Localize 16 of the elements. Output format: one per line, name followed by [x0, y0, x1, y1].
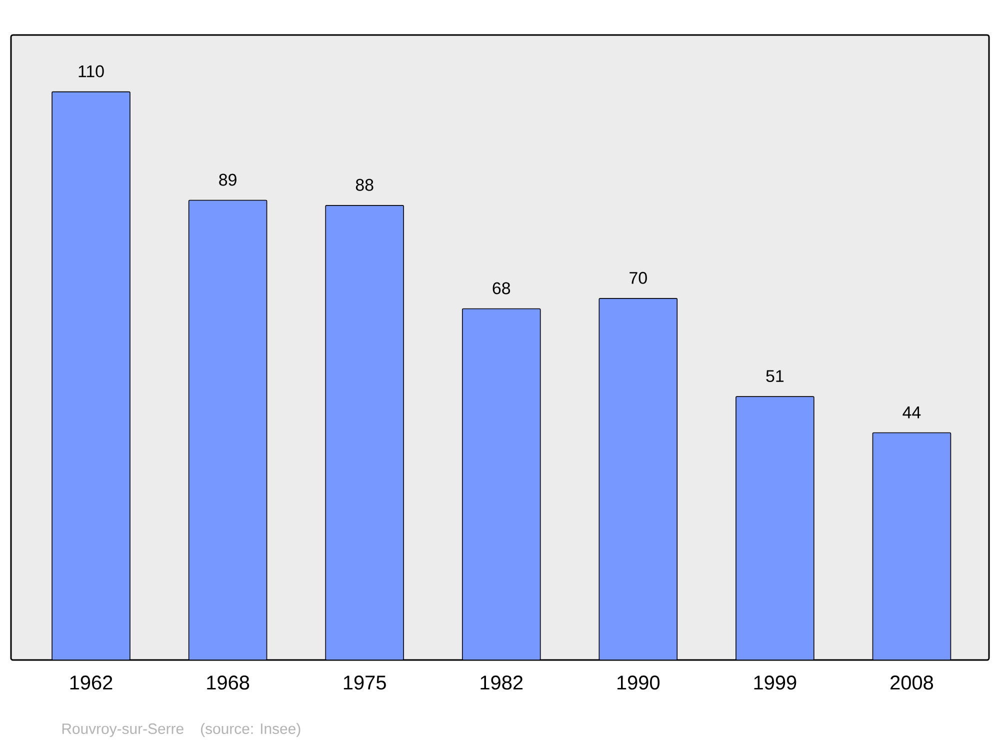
x-tick-label: 1982 [480, 676, 523, 690]
x-tick-label: 1962 [70, 676, 112, 690]
x-tick-label: 1968 [207, 676, 250, 690]
text: (source: Insee) [201, 723, 300, 737]
data-label: 51 [766, 370, 784, 382]
x-tick-label: 1999 [754, 676, 796, 690]
data-label: 68 [492, 282, 510, 294]
data-label: 110 [78, 65, 104, 78]
data-label: 88 [356, 178, 374, 191]
data-label: 70 [630, 272, 647, 284]
data-label: 89 [219, 174, 236, 186]
x-tick-label: 1990 [618, 676, 660, 690]
text: Rouvroy-sur-Serre [62, 723, 184, 737]
x-tick-label: 1975 [344, 676, 386, 690]
data-label: 44 [902, 406, 921, 418]
x-tick-label: 2008 [890, 676, 934, 690]
